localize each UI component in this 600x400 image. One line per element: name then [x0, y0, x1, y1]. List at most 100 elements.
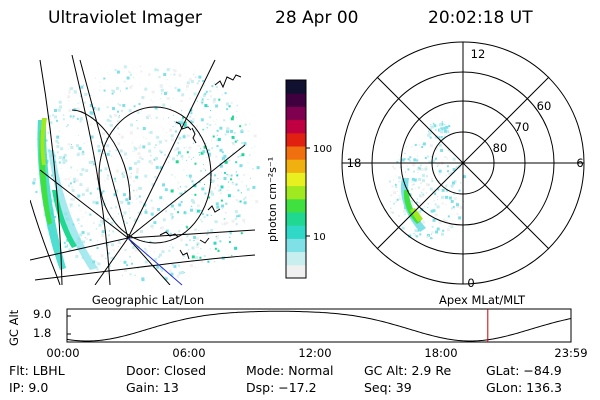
time-tick-0600: 06:00: [172, 346, 205, 360]
speckle: [234, 140, 237, 143]
mlt-label-0: 0: [467, 276, 474, 290]
speckle: [219, 240, 222, 243]
speckle: [239, 125, 242, 128]
speckle: [203, 255, 206, 257]
speckle: [181, 271, 184, 274]
speckle: [217, 89, 218, 91]
speckle: [97, 187, 101, 191]
speckle: [178, 263, 180, 265]
speckle: [106, 118, 110, 122]
speckle: [216, 205, 220, 209]
speckle: [76, 218, 80, 222]
speckle: [106, 144, 110, 148]
speckle: [204, 192, 207, 195]
speckle: [180, 192, 184, 196]
speckle: [97, 240, 99, 242]
speckle: [209, 190, 213, 194]
speckle: [193, 136, 196, 139]
speckle: [236, 116, 238, 118]
speckle: [452, 181, 455, 185]
speckle: [428, 132, 432, 136]
speckle: [430, 237, 432, 240]
speckle: [228, 241, 231, 243]
speckle: [407, 168, 410, 171]
speckle: [135, 189, 138, 192]
speckle: [460, 182, 462, 184]
glat-info: GLat: −84.9: [486, 363, 562, 378]
speckle: [245, 185, 247, 187]
speckle: [427, 207, 429, 209]
speckle: [252, 185, 256, 189]
speckle: [211, 215, 213, 216]
lat-lon-grid: [30, 55, 256, 285]
speckle: [437, 166, 439, 168]
speckle: [52, 114, 54, 117]
speckle: [428, 235, 429, 237]
speckle: [390, 211, 393, 214]
speckle: [103, 89, 106, 92]
speckle: [170, 134, 174, 138]
speckle: [80, 85, 84, 89]
polar-speckles: [389, 121, 467, 240]
speckle: [69, 115, 72, 118]
speckle: [151, 90, 155, 94]
speckle: [56, 145, 60, 148]
speckle: [137, 111, 140, 114]
speckle: [169, 68, 171, 70]
speckle: [71, 117, 74, 120]
speckle: [68, 248, 72, 252]
speckle: [58, 130, 60, 132]
speckle: [97, 149, 101, 153]
speckle: [148, 73, 151, 75]
speckle: [81, 152, 85, 156]
speckle: [393, 191, 397, 195]
speckle: [172, 114, 174, 116]
speckle: [196, 204, 200, 208]
speckle: [396, 198, 399, 201]
speckle: [233, 132, 236, 135]
speckle: [200, 151, 204, 155]
speckle: [244, 123, 247, 126]
speckle: [436, 195, 439, 198]
speckle: [181, 127, 184, 130]
speckle: [106, 178, 109, 181]
speckle: [438, 180, 440, 182]
speckle: [127, 201, 131, 205]
speckle: [164, 188, 168, 192]
speckle: [137, 187, 140, 190]
speckle: [61, 184, 63, 186]
speckle: [407, 158, 410, 161]
speckle: [453, 197, 457, 201]
speckle: [419, 164, 422, 167]
speckle: [442, 159, 444, 161]
speckle: [177, 211, 180, 214]
speckle: [186, 235, 189, 238]
speckle: [119, 104, 121, 107]
speckle: [194, 193, 197, 196]
speckle: [144, 240, 146, 242]
speckle: [108, 150, 111, 153]
speckle: [129, 169, 131, 171]
speckle: [236, 111, 238, 112]
speckle: [166, 203, 168, 205]
speckle: [224, 133, 227, 136]
speckle: [92, 106, 96, 110]
speckle: [249, 154, 251, 156]
speckle: [235, 183, 238, 186]
speckle: [221, 204, 224, 208]
speckle: [211, 192, 215, 196]
speckle: [217, 249, 220, 252]
speckle: [202, 93, 206, 97]
speckle: [212, 100, 216, 104]
speckle: [200, 260, 203, 263]
speckle: [92, 103, 94, 105]
speckle: [171, 246, 174, 249]
coastlines: [159, 74, 242, 260]
speckle: [404, 213, 406, 215]
speckle: [445, 195, 448, 199]
speckle: [251, 147, 253, 149]
speckle: [148, 132, 150, 134]
speckle: [138, 145, 142, 149]
seq-info: Seq: 39: [364, 380, 412, 395]
speckle: [417, 167, 421, 171]
